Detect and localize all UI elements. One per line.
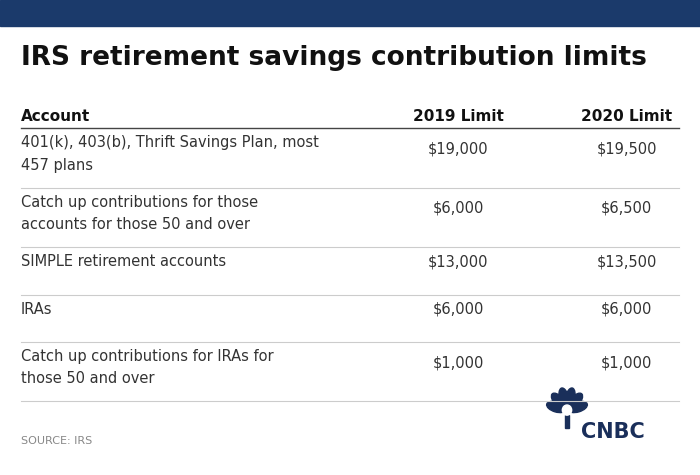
Ellipse shape (552, 393, 567, 410)
Ellipse shape (568, 401, 587, 413)
Text: 2019 Limit: 2019 Limit (413, 109, 504, 124)
Text: IRAs: IRAs (21, 302, 52, 317)
Text: $1,000: $1,000 (601, 355, 652, 370)
Text: SOURCE: IRS: SOURCE: IRS (21, 437, 92, 446)
Text: SIMPLE retirement accounts: SIMPLE retirement accounts (21, 254, 226, 269)
Text: $19,500: $19,500 (596, 142, 657, 156)
Text: 2020 Limit: 2020 Limit (581, 109, 672, 124)
Text: Catch up contributions for those
accounts for those 50 and over: Catch up contributions for those account… (21, 195, 258, 232)
Text: $1,000: $1,000 (433, 355, 484, 370)
Text: $6,500: $6,500 (601, 200, 652, 216)
Circle shape (562, 405, 572, 415)
Text: 401(k), 403(b), Thrift Savings Plan, most
457 plans: 401(k), 403(b), Thrift Savings Plan, mos… (21, 135, 319, 172)
Bar (566, 415, 568, 428)
Text: CNBC: CNBC (580, 422, 645, 442)
Text: Catch up contributions for IRAs for
those 50 and over: Catch up contributions for IRAs for thos… (21, 349, 274, 386)
Text: $6,000: $6,000 (601, 302, 652, 317)
Ellipse shape (547, 401, 566, 413)
Ellipse shape (559, 388, 569, 409)
Text: $6,000: $6,000 (433, 200, 484, 216)
Ellipse shape (567, 393, 582, 410)
Text: $13,000: $13,000 (428, 254, 489, 269)
Text: $6,000: $6,000 (433, 302, 484, 317)
Text: $13,500: $13,500 (596, 254, 657, 269)
Text: IRS retirement savings contribution limits: IRS retirement savings contribution limi… (21, 45, 647, 71)
Ellipse shape (565, 388, 575, 409)
Text: $19,000: $19,000 (428, 142, 489, 156)
Text: Account: Account (21, 109, 90, 124)
